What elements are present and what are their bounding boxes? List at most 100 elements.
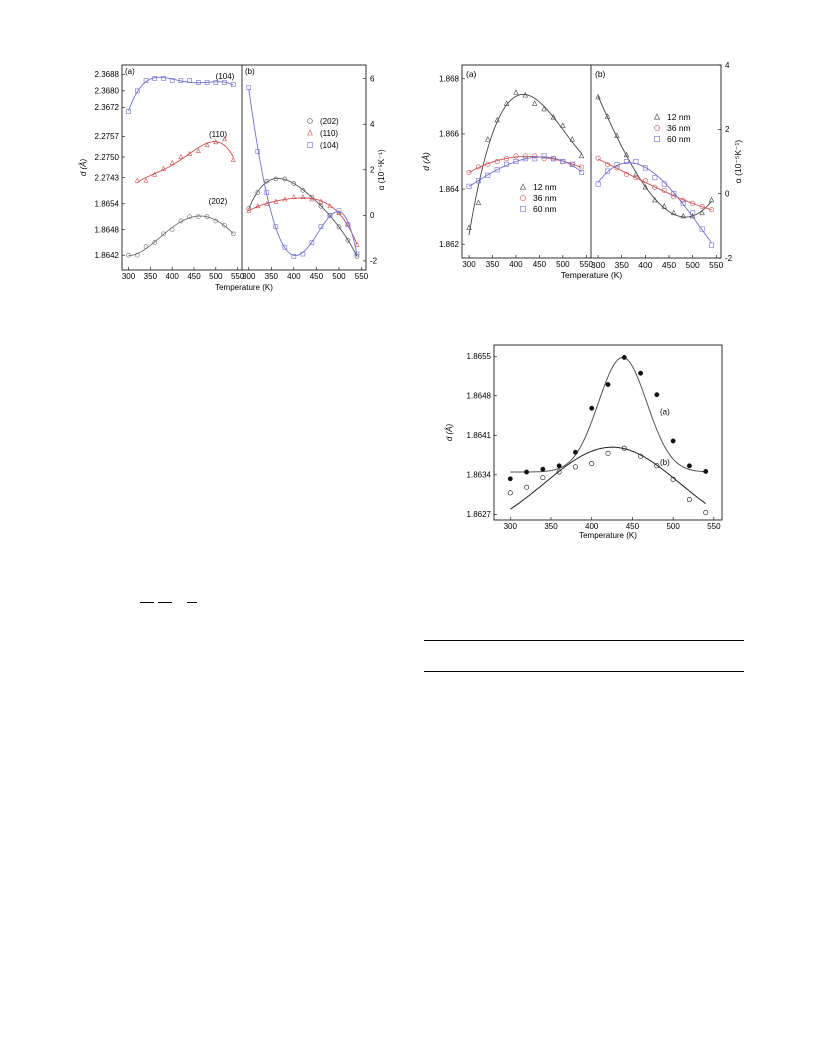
data-point [690, 210, 696, 216]
x-tick-label: 400 [638, 260, 652, 270]
x-tick-label: 300 [242, 272, 256, 281]
series-0 [466, 89, 585, 235]
data-point [605, 382, 611, 387]
x-tick-label: 450 [187, 272, 201, 281]
y-tick-label: 4 [725, 61, 730, 70]
data-point [169, 78, 175, 83]
data-point [652, 196, 658, 203]
x-tick-label: 300 [462, 260, 476, 269]
data-point [699, 209, 705, 216]
data-point [494, 116, 500, 123]
data-point [550, 156, 556, 162]
y-tick-label: 6 [370, 74, 375, 83]
series-fit-line [510, 446, 707, 510]
y-tick-label: 1.8648 [467, 392, 492, 401]
data-point [540, 475, 546, 481]
y-tick-label: 0 [370, 211, 375, 220]
data-point [282, 244, 288, 250]
data-point [204, 142, 210, 148]
legend-label: (202) [320, 117, 339, 126]
data-point [572, 464, 578, 470]
data-point [522, 156, 528, 162]
data-point [187, 150, 193, 156]
data-point [642, 183, 649, 190]
x-tick-label: 300 [122, 272, 136, 281]
data-point [300, 194, 306, 200]
data-point [623, 159, 629, 165]
y-tick-label: 2.2750 [95, 153, 120, 162]
data-point [605, 450, 611, 456]
series-fit-line [597, 96, 712, 218]
x-tick-label: 550 [355, 272, 369, 281]
data-point [187, 78, 192, 83]
y-tick-label: 1.8634 [467, 471, 492, 480]
series-2 [246, 85, 360, 259]
data-point [614, 132, 620, 138]
data-point [579, 170, 585, 176]
legend-marker [654, 136, 660, 142]
plot-frame [493, 344, 723, 521]
data-point [273, 224, 279, 230]
data-point [589, 405, 595, 411]
data-point [680, 212, 686, 219]
legend-label: (104) [320, 141, 339, 150]
sub-plot-2 [126, 214, 236, 258]
legend-label: 12 nm [667, 112, 691, 122]
data-point [633, 175, 639, 181]
y-axis-label: d (Å) [79, 159, 88, 177]
data-point [550, 114, 557, 120]
data-point [273, 176, 279, 182]
data-point [161, 76, 166, 81]
data-point [230, 156, 236, 162]
data-point [300, 187, 306, 193]
data-point [532, 153, 538, 159]
data-point [291, 254, 297, 259]
y-tick-label: 2 [725, 125, 730, 134]
y-tick-label: 1.8627 [467, 510, 492, 519]
series-1 [246, 194, 360, 247]
data-point [560, 122, 566, 128]
x-tick-label: 400 [509, 260, 523, 269]
data-point [475, 164, 481, 170]
x-axis-label: Temperature (K) [561, 270, 623, 280]
y-tick-label: 1.8654 [95, 200, 120, 209]
series-1 [595, 155, 715, 213]
data-point [213, 218, 219, 224]
data-point [642, 178, 648, 184]
data-point [485, 136, 491, 142]
data-point [699, 204, 705, 210]
table-top-rule [424, 640, 744, 641]
data-point [661, 187, 667, 193]
y-axis-label: α (10⁻⁵K⁻¹) [377, 149, 386, 190]
text-fragment-dash-2 [158, 602, 172, 603]
y-tick-label: 1.864 [439, 185, 460, 194]
data-point [152, 171, 158, 177]
data-point [213, 139, 219, 145]
y-tick-label: 1.8641 [467, 431, 492, 440]
x-tick-label: 350 [486, 260, 500, 269]
y-tick-label: 2.3680 [95, 87, 120, 96]
data-point [504, 161, 510, 167]
data-point [670, 476, 676, 482]
data-point [466, 170, 472, 176]
x-tick-label: 300 [504, 522, 518, 531]
data-point [578, 152, 585, 159]
data-point [589, 461, 595, 467]
data-point [680, 200, 686, 206]
data-point [504, 156, 510, 162]
data-point [246, 85, 252, 91]
data-point [134, 177, 140, 183]
data-point [354, 241, 360, 247]
data-point [670, 438, 676, 444]
data-point [327, 213, 333, 218]
y-tick-label: 2.2757 [95, 132, 120, 141]
series-label: (202) [209, 197, 228, 206]
y-tick-label: -2 [370, 257, 378, 266]
legend-marker [307, 129, 313, 136]
series-2 [595, 159, 715, 248]
data-point [309, 194, 315, 200]
y-axis-label: d (Å) [445, 424, 454, 442]
series-0 [246, 176, 360, 259]
series-fit-line [597, 162, 712, 244]
series-label: (a) [660, 407, 670, 416]
